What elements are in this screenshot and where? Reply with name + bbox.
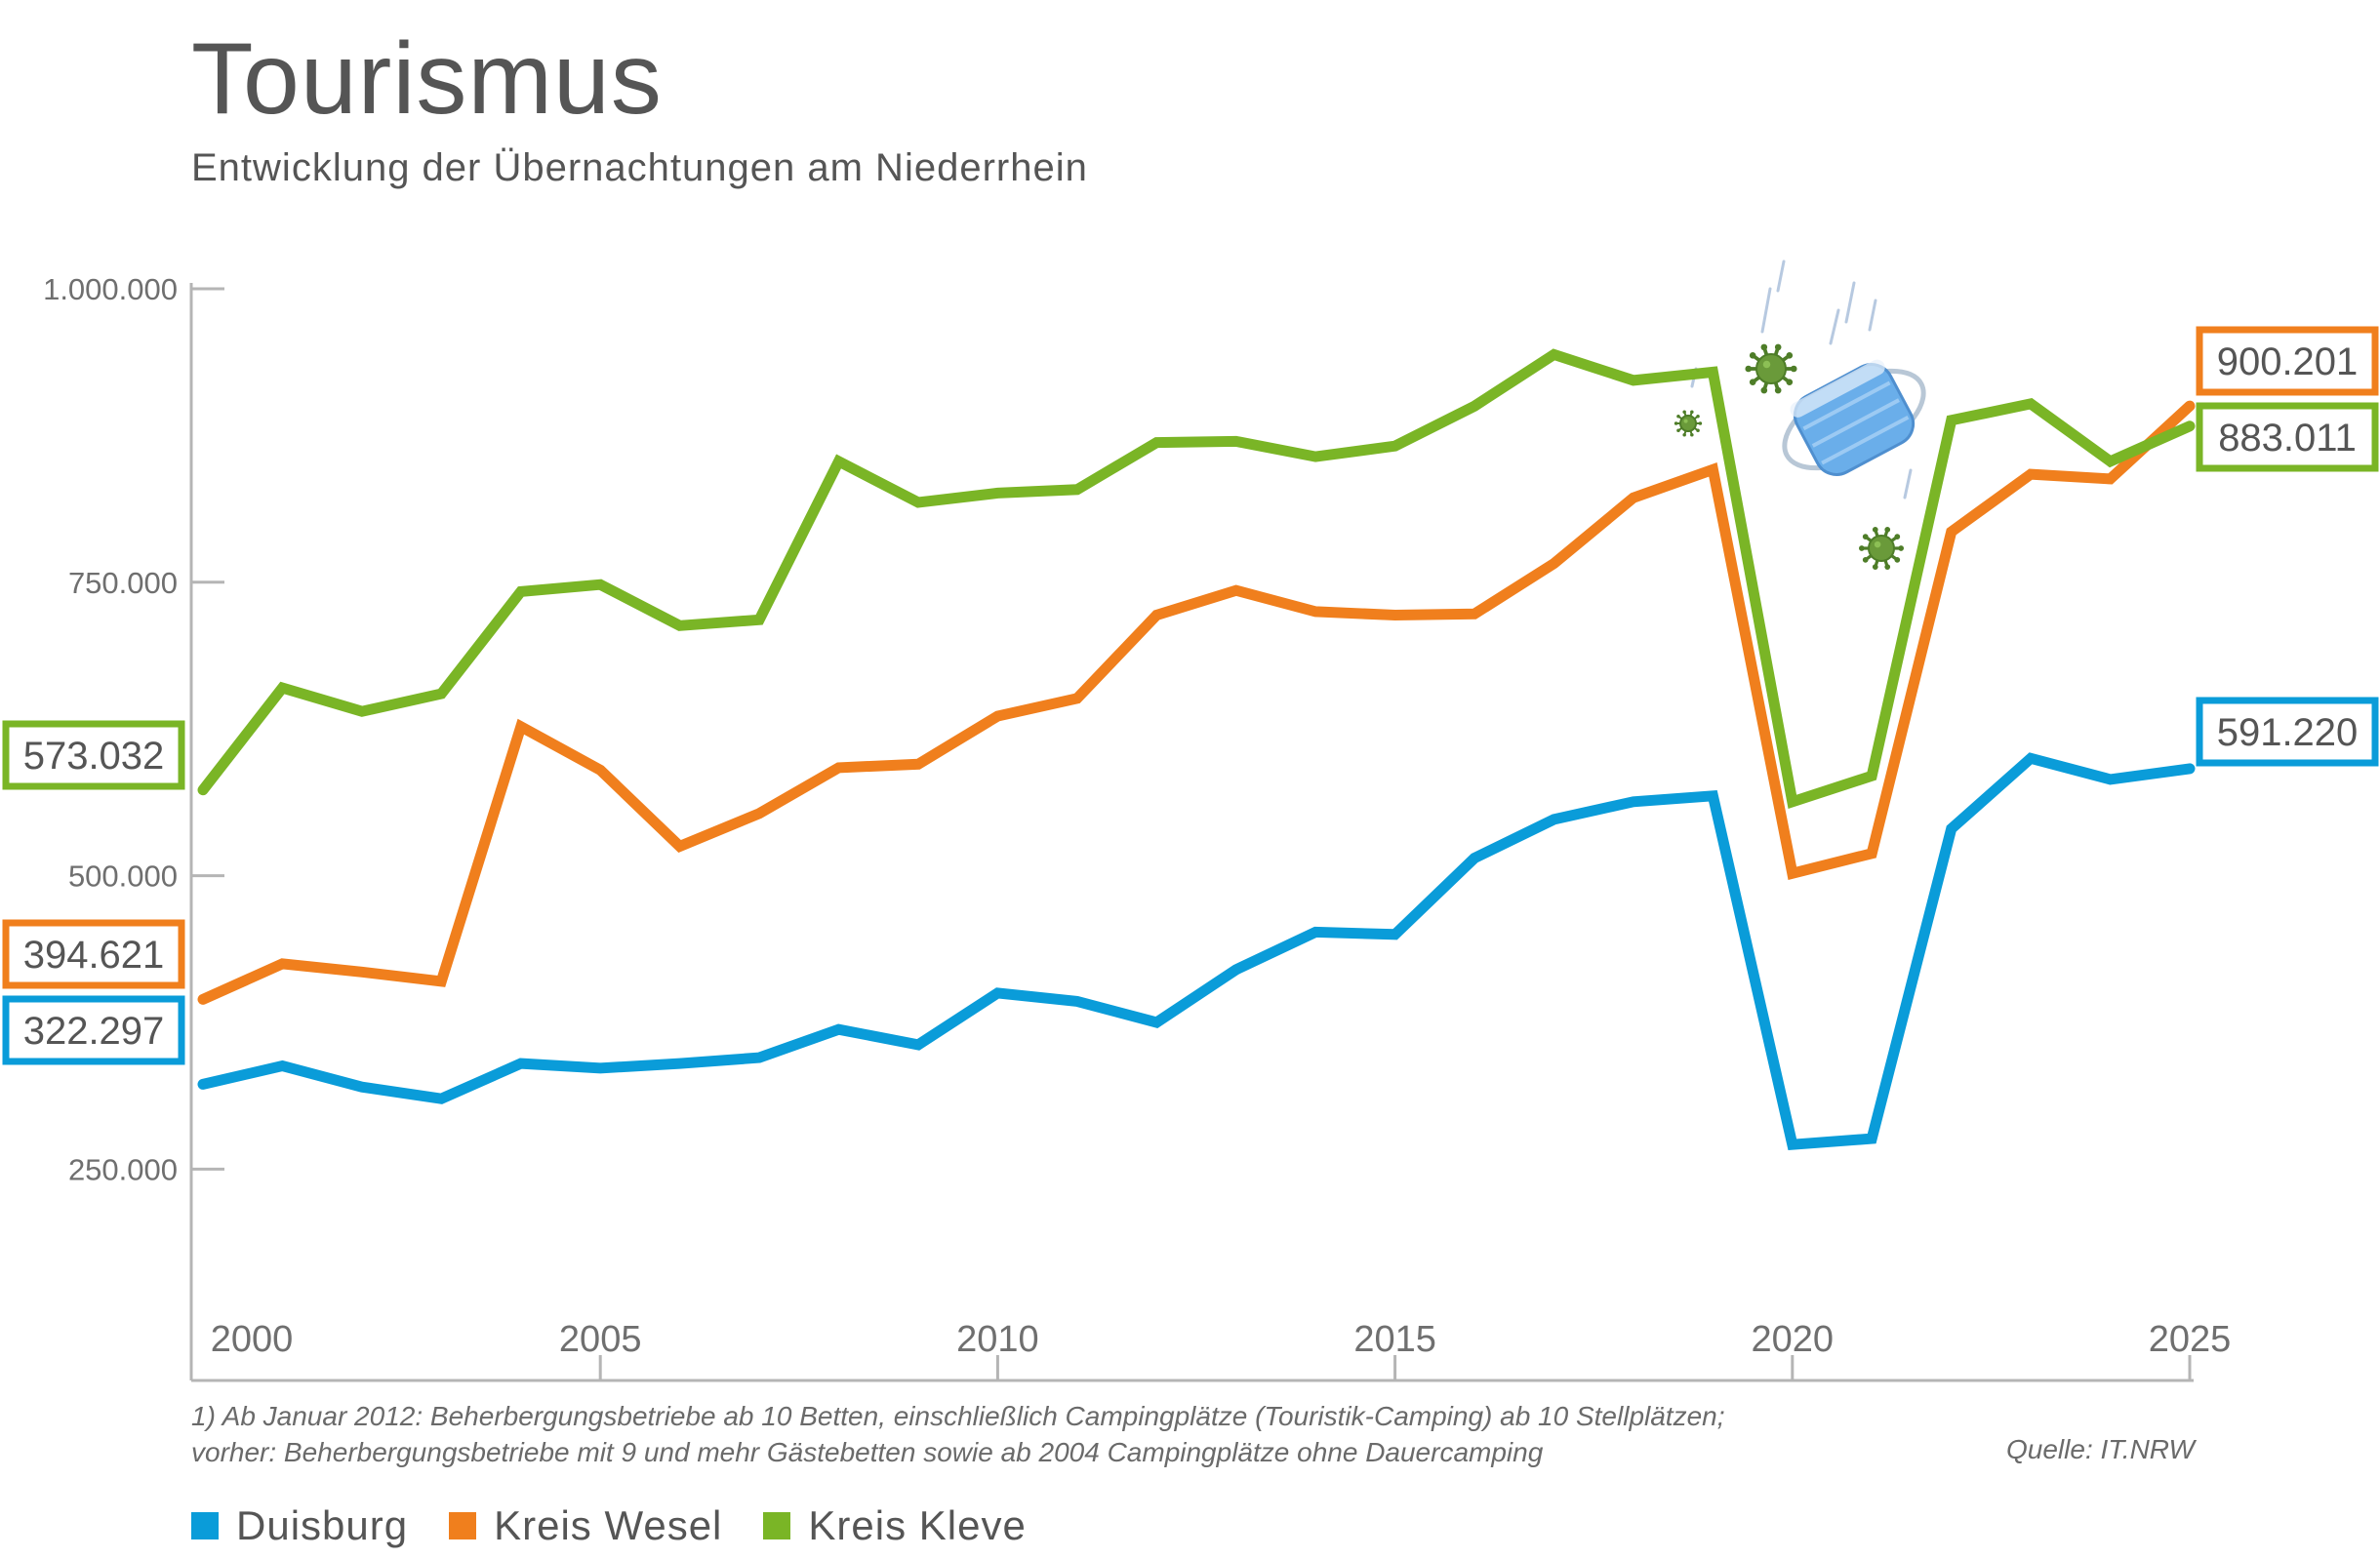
- series-line-duisburg: [197, 752, 2196, 1151]
- legend-swatch-kreis-wesel: [449, 1512, 477, 1539]
- start-label-kreis-wesel-box: [2, 919, 185, 989]
- start-label-kreis-kleve-text: 573.032: [23, 735, 165, 778]
- y-tick-label: 500.000: [68, 859, 178, 894]
- face-mask-icon: [1782, 359, 1926, 476]
- x-tick-label: 2005: [559, 1319, 642, 1360]
- footnote-line-1: 1) Ab Januar 2012: Beherbergungsbetriebe…: [191, 1401, 1725, 1431]
- series-line-kreis-wesel: [197, 400, 2196, 1005]
- x-tick-label: 2015: [1353, 1319, 1436, 1360]
- end-label-kreis-wesel-box: [2196, 326, 2379, 396]
- end-label-kreis-wesel-text: 900.201: [2217, 340, 2359, 383]
- y-tick-label: 750.000: [68, 566, 178, 600]
- chart-subtitle: Entwicklung der Übernachtungen am Nieder…: [191, 146, 1088, 189]
- source-note: Quelle: IT.NRW: [2006, 1434, 2195, 1464]
- start-label-duisburg-text: 322.297: [23, 1010, 165, 1053]
- legend-item-kreis-kleve: Kreis Kleve: [763, 1502, 1026, 1549]
- end-label-duisburg-text: 591.220: [2217, 711, 2359, 754]
- legend: Duisburg Kreis Wesel Kreis Kleve: [191, 1502, 1068, 1549]
- series-lines: [197, 348, 2196, 1151]
- legend-item-kreis-wesel: Kreis Wesel: [449, 1502, 722, 1549]
- virus-icon: [1745, 343, 1797, 394]
- x-tick-label: 2000: [211, 1319, 294, 1360]
- end-label-kreis-kleve-box: [2196, 402, 2379, 472]
- chart-axes: 1.000.000 750.000 500.000 250.000 2000 2005 20…: [43, 272, 2232, 1382]
- series-line-kreis-kleve: [197, 348, 2196, 809]
- start-label-kreis-wesel-text: 394.621: [23, 934, 165, 977]
- x-tick-label: 2020: [1752, 1319, 1835, 1360]
- end-label-duisburg: 591.220: [2196, 697, 2379, 767]
- chart-title: Tourismus: [191, 22, 663, 136]
- footnote: 1) Ab Januar 2012: Beherbergungsbetriebe…: [191, 1398, 1725, 1470]
- virus-icons: [1674, 343, 1905, 571]
- y-tick-label: 250.000: [68, 1152, 178, 1186]
- legend-item-duisburg: Duisburg: [191, 1502, 408, 1549]
- start-label-kreis-kleve-box: [2, 720, 185, 790]
- x-tick-label: 2025: [2149, 1319, 2232, 1360]
- value-labels: 573.032 394.621 322.297 900.201 883.011 591.2…: [2, 326, 2379, 1065]
- legend-swatch-duisburg: [191, 1512, 219, 1539]
- start-label-kreis-kleve: 573.032: [2, 720, 185, 790]
- legend-label-kreis-kleve: Kreis Kleve: [808, 1502, 1027, 1548]
- footnote-line-2: vorher: Beherbergungsbetriebe mit 9 und …: [191, 1437, 1544, 1467]
- virus-icon: [1858, 526, 1905, 571]
- end-label-kreis-kleve-text: 883.011: [2218, 417, 2357, 460]
- legend-swatch-kreis-kleve: [763, 1512, 791, 1539]
- start-label-duisburg: 322.297: [2, 995, 185, 1065]
- legend-label-kreis-wesel: Kreis Wesel: [494, 1502, 723, 1548]
- end-label-duisburg-box: [2196, 697, 2379, 767]
- covid-decoration: [1674, 260, 1926, 571]
- end-label-kreis-kleve: 883.011: [2196, 402, 2379, 472]
- x-tick-label: 2010: [956, 1319, 1039, 1360]
- end-label-kreis-wesel: 900.201: [2196, 326, 2379, 396]
- start-label-kreis-wesel: 394.621: [2, 919, 185, 989]
- y-tick-label: 1.000.000: [43, 272, 178, 306]
- start-label-duisburg-box: [2, 995, 185, 1065]
- legend-label-duisburg: Duisburg: [236, 1502, 409, 1548]
- virus-icon: [1674, 410, 1703, 437]
